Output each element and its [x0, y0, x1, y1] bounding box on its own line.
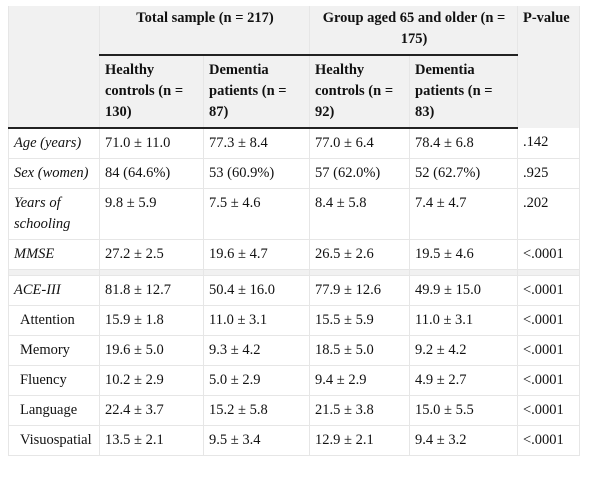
row-label: Sex (women) [8, 158, 100, 189]
row-label: Attention [8, 305, 100, 336]
cell: 49.9 ± 15.0 [409, 275, 518, 306]
cell: 15.0 ± 5.5 [409, 395, 518, 426]
pvalue-cell: .202 [517, 188, 580, 240]
cell: 81.8 ± 12.7 [99, 275, 204, 306]
cell: 9.4 ± 3.2 [409, 425, 518, 456]
table-row: MMSE 27.2 ± 2.5 19.6 ± 4.7 26.5 ± 2.6 19… [8, 239, 580, 270]
header-blank [8, 55, 100, 129]
pvalue-cell: .142 [517, 128, 580, 159]
cell: 8.4 ± 5.8 [309, 188, 410, 240]
cell: 19.6 ± 4.7 [203, 239, 310, 270]
table-row: Sex (women) 84 (64.6%) 53 (60.9%) 57 (62… [8, 158, 580, 189]
cell: 77.0 ± 6.4 [309, 128, 410, 159]
cell: 9.2 ± 4.2 [409, 335, 518, 366]
row-label: Memory [8, 335, 100, 366]
pvalue-cell: <.0001 [517, 425, 580, 456]
cell: 22.4 ± 3.7 [99, 395, 204, 426]
cell: 78.4 ± 6.8 [409, 128, 518, 159]
cell: 19.5 ± 4.6 [409, 239, 518, 270]
table-row: Age (years) 71.0 ± 11.0 77.3 ± 8.4 77.0 … [8, 128, 580, 159]
row-label: MMSE [8, 239, 100, 270]
group2-title: Group aged 65 and older (n = 175) [309, 6, 518, 56]
pvalue-cell: <.0001 [517, 335, 580, 366]
cell: 27.2 ± 2.5 [99, 239, 204, 270]
header-dementia-total: Dementia patients (n = 87) [203, 55, 310, 129]
cell: 9.4 ± 2.9 [309, 365, 410, 396]
cell: 12.9 ± 2.1 [309, 425, 410, 456]
pvalue-cell: .925 [517, 158, 580, 189]
cell: 13.5 ± 2.1 [99, 425, 204, 456]
cell: 5.0 ± 2.9 [203, 365, 310, 396]
header-row-columns: Healthy controls (n = 130) Dementia pati… [8, 55, 580, 129]
results-table: Total sample (n = 217) Group aged 65 and… [8, 6, 580, 456]
group1-title: Total sample (n = 217) [99, 6, 310, 56]
table-row: Fluency 10.2 ± 2.9 5.0 ± 2.9 9.4 ± 2.9 4… [8, 365, 580, 396]
pvalue-cell: <.0001 [517, 275, 580, 306]
cell: 19.6 ± 5.0 [99, 335, 204, 366]
table-row: Attention 15.9 ± 1.8 11.0 ± 3.1 15.5 ± 5… [8, 305, 580, 336]
cell: 21.5 ± 3.8 [309, 395, 410, 426]
cell: 11.0 ± 3.1 [203, 305, 310, 336]
cell: 15.5 ± 5.9 [309, 305, 410, 336]
pvalue-cell: <.0001 [517, 305, 580, 336]
header-healthy-65: Healthy controls (n = 92) [309, 55, 410, 129]
cell: 18.5 ± 5.0 [309, 335, 410, 366]
cell: 71.0 ± 11.0 [99, 128, 204, 159]
cell: 7.5 ± 4.6 [203, 188, 310, 240]
cell: 77.3 ± 8.4 [203, 128, 310, 159]
cell: 57 (62.0%) [309, 158, 410, 189]
cell: 9.8 ± 5.9 [99, 188, 204, 240]
cell: 7.4 ± 4.7 [409, 188, 518, 240]
table-row: ACE-III 81.8 ± 12.7 50.4 ± 16.0 77.9 ± 1… [8, 275, 580, 306]
header-healthy-total: Healthy controls (n = 130) [99, 55, 204, 129]
cell: 4.9 ± 2.7 [409, 365, 518, 396]
row-label: Fluency [8, 365, 100, 396]
table-row: Visuospatial 13.5 ± 2.1 9.5 ± 3.4 12.9 ±… [8, 425, 580, 456]
cell: 77.9 ± 12.6 [309, 275, 410, 306]
pvalue-header: P-value [517, 6, 580, 128]
cell: 9.3 ± 4.2 [203, 335, 310, 366]
spacer-row [8, 269, 580, 276]
row-label: ACE-III [8, 275, 100, 306]
cell: 10.2 ± 2.9 [99, 365, 204, 396]
cell: 26.5 ± 2.6 [309, 239, 410, 270]
row-label: Visuospatial [8, 425, 100, 456]
header-corner [8, 6, 100, 55]
pvalue-cell: <.0001 [517, 365, 580, 396]
cell: 9.5 ± 3.4 [203, 425, 310, 456]
pvalue-cell: <.0001 [517, 239, 580, 270]
header-dementia-65: Dementia patients (n = 83) [409, 55, 518, 129]
row-label: Age (years) [8, 128, 100, 159]
table-row: Memory 19.6 ± 5.0 9.3 ± 4.2 18.5 ± 5.0 9… [8, 335, 580, 366]
table-row: Language 22.4 ± 3.7 15.2 ± 5.8 21.5 ± 3.… [8, 395, 580, 426]
cell: 11.0 ± 3.1 [409, 305, 518, 336]
cell: 15.2 ± 5.8 [203, 395, 310, 426]
table-row: Years of schooling 9.8 ± 5.9 7.5 ± 4.6 8… [8, 188, 580, 240]
pvalue-cell: <.0001 [517, 395, 580, 426]
row-label: Language [8, 395, 100, 426]
header-row-groups: Total sample (n = 217) Group aged 65 and… [8, 6, 580, 128]
cell: 52 (62.7%) [409, 158, 518, 189]
cell: 84 (64.6%) [99, 158, 204, 189]
cell: 15.9 ± 1.8 [99, 305, 204, 336]
cell: 53 (60.9%) [203, 158, 310, 189]
cell: 50.4 ± 16.0 [203, 275, 310, 306]
row-label: Years of schooling [8, 188, 100, 240]
